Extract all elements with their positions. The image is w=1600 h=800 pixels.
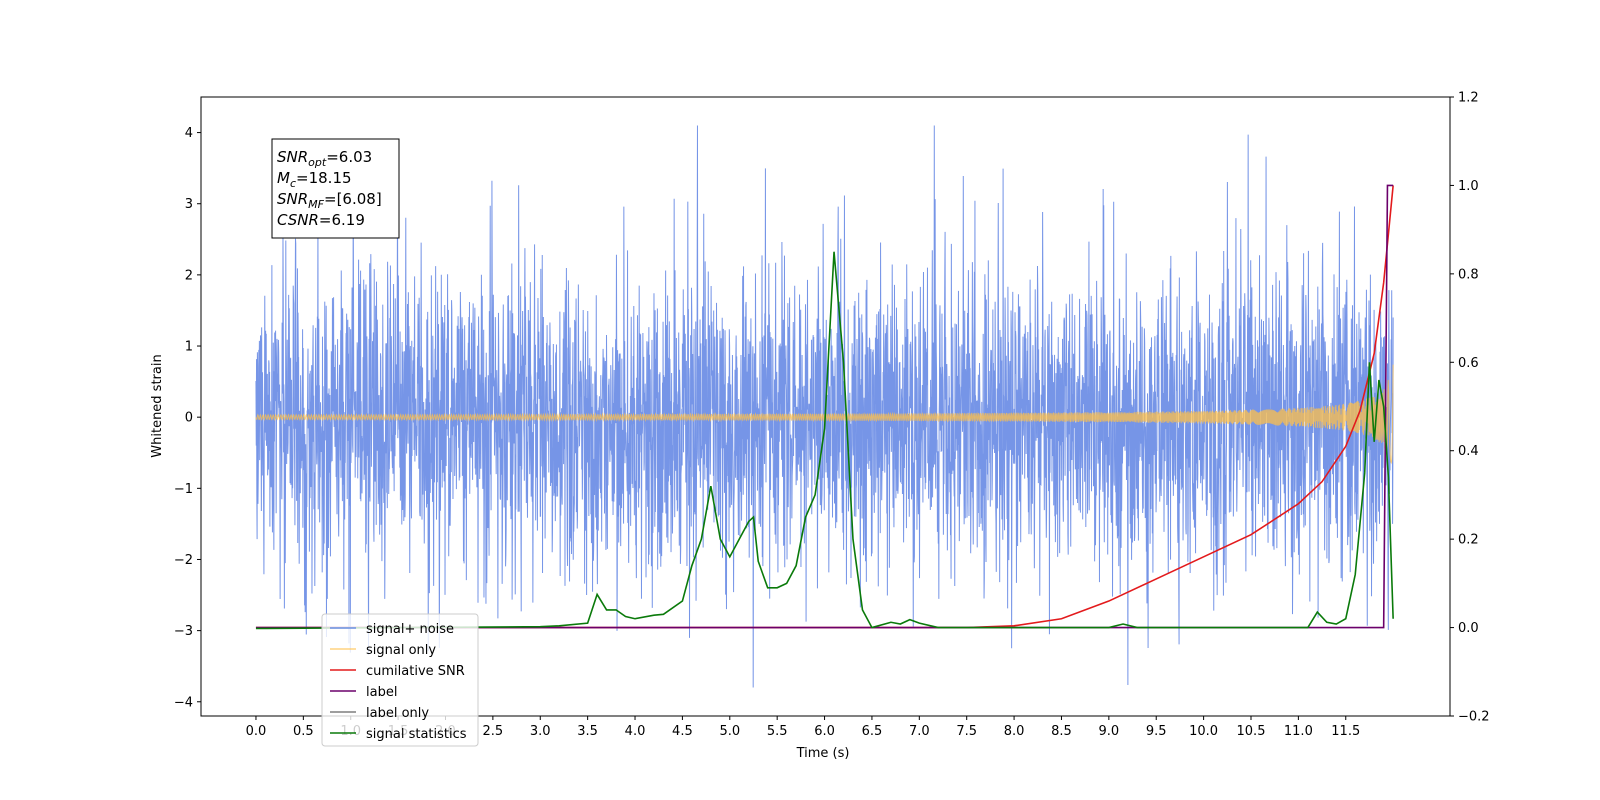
x-tick-label: 6.0 [814, 724, 835, 739]
right-y-tick-label: 1.2 [1458, 91, 1479, 106]
x-tick-label: 0.5 [293, 724, 314, 739]
legend-entry: label [366, 685, 397, 700]
x-tick-label: 11.0 [1284, 724, 1313, 739]
annotation-line: SNRopt=6.03 [277, 148, 372, 169]
y-tick-label: −1 [174, 482, 193, 497]
y-tick-label: 1 [185, 340, 193, 355]
y-tick-label: −3 [174, 624, 193, 639]
signal-statistics-line [255, 251, 1394, 630]
signal-plus-noise-line [255, 125, 1394, 688]
x-tick-label: 7.5 [956, 724, 977, 739]
x-tick-label: 11.5 [1331, 724, 1360, 739]
y-tick-label: 3 [185, 197, 193, 212]
legend-entry: label only [366, 706, 429, 721]
y-tick-label: −4 [174, 695, 193, 710]
y-tick-label: 2 [185, 268, 193, 283]
x-tick-label: 8.0 [1004, 724, 1025, 739]
annotation-line: Mc=18.15 [277, 169, 352, 190]
right-axis-series [255, 184, 1394, 630]
right-y-tick-label: 0.0 [1458, 621, 1479, 636]
right-y-axis: 1.2 1.0 0.8 0.6 0.4 0.2 0.0 −0.2 [1450, 91, 1490, 725]
right-y-tick-label: 0.6 [1458, 356, 1479, 371]
x-tick-label: 7.0 [909, 724, 930, 739]
right-y-tick-label: 0.2 [1458, 533, 1479, 548]
x-tick-label: 6.5 [862, 724, 883, 739]
x-tick-label: 2.5 [483, 724, 504, 739]
legend-entry: signal only [366, 643, 436, 658]
right-y-tick-label: −0.2 [1458, 710, 1490, 725]
x-tick-label: 4.0 [625, 724, 646, 739]
x-tick-label: 9.0 [1099, 724, 1120, 739]
x-tick-label: 10.5 [1237, 724, 1266, 739]
y-tick-label: −2 [174, 553, 193, 568]
plot-frame [200, 96, 1451, 717]
y-axis-label: Whitened strain [150, 354, 165, 457]
x-tick-label: 10.0 [1189, 724, 1218, 739]
label-line [255, 184, 1394, 629]
right-y-tick-label: 0.8 [1458, 267, 1479, 282]
plot-area [255, 125, 1394, 688]
x-tick-label: 5.0 [719, 724, 740, 739]
y-tick-label: 4 [185, 126, 193, 141]
x-tick-label: 5.5 [767, 724, 788, 739]
legend-entry: cumilative SNR [366, 664, 465, 679]
y-tick-label: 0 [185, 411, 193, 426]
annotation-line: SNRMF=[6.08] [277, 190, 382, 211]
legend-entry: signal+ noise [366, 622, 454, 637]
legend-entry: signal statistics [366, 727, 467, 742]
legend: signal+ noise signal only cumilative SNR la… [321, 613, 479, 747]
x-tick-label: 4.5 [672, 724, 693, 739]
annotation-frame [271, 138, 400, 239]
left-y-axis: 4 3 2 1 0 −1 −2 −3 −4 [174, 126, 201, 710]
x-axis-label: Time (s) [796, 746, 850, 761]
x-tick-label: 3.5 [577, 724, 598, 739]
right-y-tick-label: 0.4 [1458, 444, 1479, 459]
signal-plus-noise-series [255, 125, 1394, 688]
x-tick-label: 3.0 [530, 724, 551, 739]
right-y-tick-label: 1.0 [1458, 179, 1479, 194]
legend-frame [321, 613, 479, 747]
annotation-line: CSNR=6.19 [277, 211, 365, 229]
x-tick-label: 9.5 [1146, 724, 1167, 739]
x-tick-label: 8.5 [1051, 724, 1072, 739]
x-tick-label: 0.0 [246, 724, 267, 739]
